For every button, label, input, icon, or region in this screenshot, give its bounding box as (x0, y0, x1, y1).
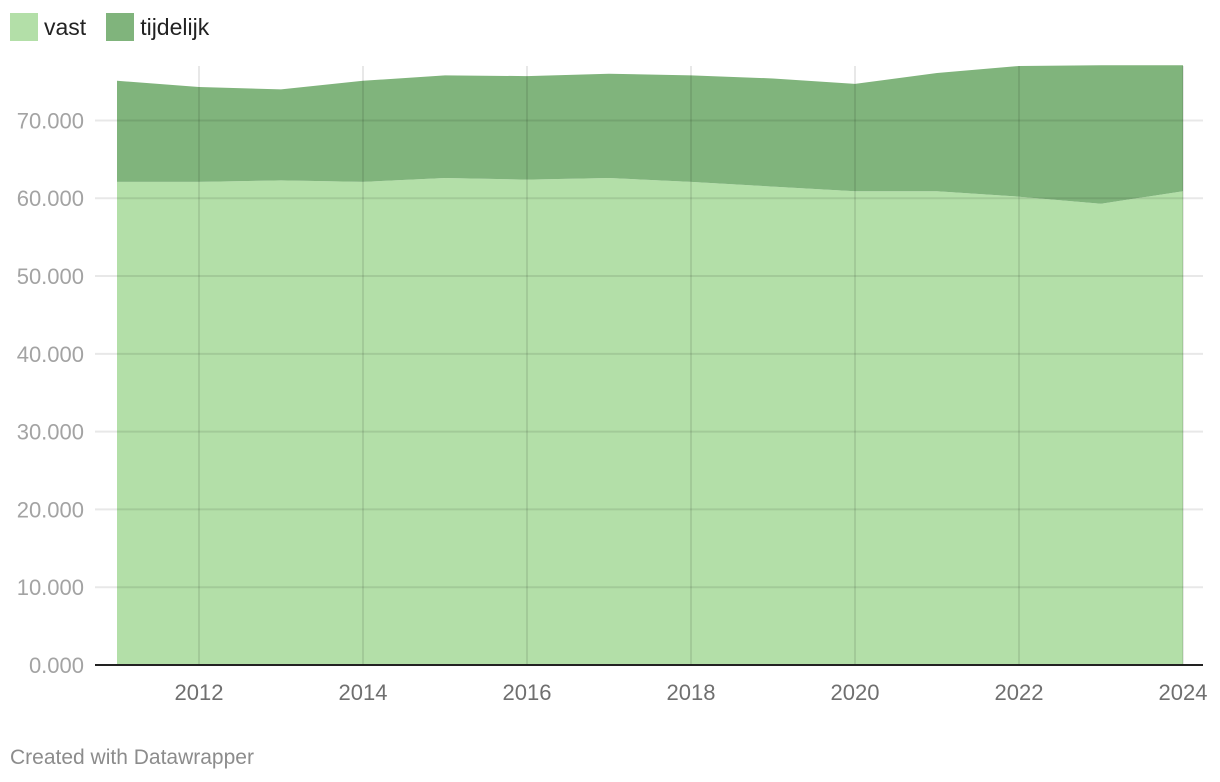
legend-label-vast: vast (44, 13, 87, 40)
legend-swatch-tijdelijk (106, 13, 135, 41)
x-tick-label: 2020 (831, 680, 880, 705)
y-tick-label: 30.000 (17, 420, 84, 445)
chart-legend: vast tijdelijk (10, 13, 229, 41)
legend-swatch-vast (10, 13, 38, 41)
credit-text: Created with Datawrapper (10, 746, 254, 769)
x-tick-label: 2016 (503, 680, 552, 705)
legend-item-tijdelijk: tijdelijk (106, 13, 209, 41)
area-chart: 0.000 10.000 20.000 30.000 40.000 50.000 60.00… (17, 65, 1208, 705)
x-tick-label: 2012 (175, 680, 224, 705)
y-tick-label: 20.000 (17, 497, 84, 522)
x-tick-label: 2024 (1159, 680, 1208, 705)
x-tick-label: 2018 (667, 680, 716, 705)
y-tick-label: 50.000 (17, 264, 84, 289)
area-series-vast (117, 178, 1183, 665)
y-tick-label: 10.000 (17, 575, 84, 600)
x-tick-label: 2022 (995, 680, 1044, 705)
y-tick-label: 60.000 (17, 186, 84, 211)
y-tick-label: 0.000 (29, 653, 84, 678)
x-tick-label: 2014 (339, 680, 388, 705)
y-tick-label: 40.000 (17, 342, 84, 367)
legend-label-tijdelijk: tijdelijk (140, 13, 210, 40)
area-series-tijdelijk (117, 65, 1183, 204)
y-tick-label: 70.000 (17, 108, 84, 133)
legend-item-vast: vast (10, 13, 86, 41)
